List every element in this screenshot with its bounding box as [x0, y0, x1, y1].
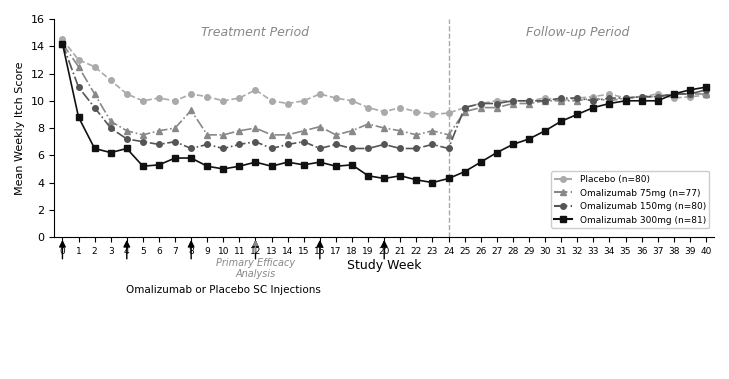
X-axis label: Study Week: Study Week [347, 258, 421, 272]
Y-axis label: Mean Weekly Itch Score: Mean Weekly Itch Score [15, 61, 25, 195]
Text: Follow-up Period: Follow-up Period [526, 26, 629, 39]
Legend: Placebo (n=80), Omalizumab 75mg (n=77), Omalizumab 150mg (n=80), Omalizumab 300m: Placebo (n=80), Omalizumab 75mg (n=77), … [550, 171, 709, 228]
Text: Omalizumab or Placebo SC Injections: Omalizumab or Placebo SC Injections [126, 285, 321, 295]
Text: Primary Efficacy
Analysis: Primary Efficacy Analysis [216, 241, 295, 279]
Text: Treatment Period: Treatment Period [201, 26, 310, 39]
